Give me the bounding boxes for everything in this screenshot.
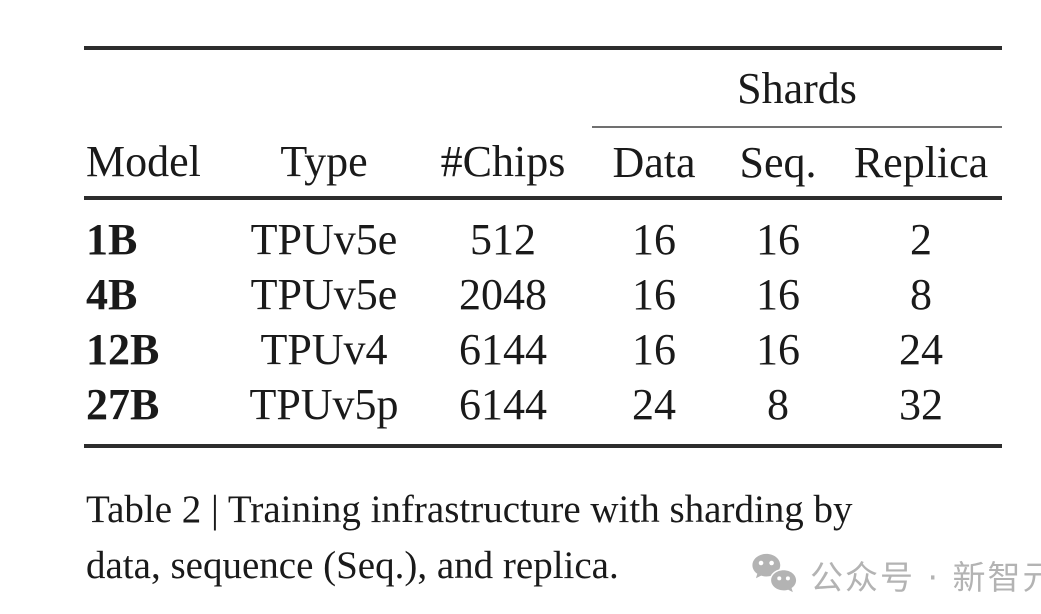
type-cell: TPUv5p [249, 380, 399, 429]
type-cell: TPUv4 [260, 325, 388, 374]
replica-shards-cell: 24 [899, 325, 943, 374]
shards-row-spacer [84, 48, 592, 127]
table-body: 1B TPUv5e 512 16 16 2 4B TPUv5e 2048 16 … [84, 198, 1002, 446]
column-header-data: Data [592, 127, 716, 200]
replica-shards-cell: 2 [910, 215, 932, 264]
chips-cell: 2048 [459, 270, 547, 319]
type-cell: TPUv5e [250, 215, 398, 264]
table-caption: Table 2 | Training infrastructure with s… [86, 482, 1026, 594]
table-row-27b: 27B TPUv5p 6144 24 8 32 [84, 377, 1002, 446]
column-header-replica: Replica [840, 127, 1003, 200]
column-header-model: Model [84, 127, 234, 200]
model-name-cell: 27B [86, 380, 160, 429]
watermark-text: 公众号 · 新智元 [810, 558, 1041, 597]
table-row-1b: 1B TPUv5e 512 16 16 2 [84, 198, 1002, 267]
column-header-chips: #Chips [414, 127, 592, 200]
table-head: Shards Model Type #Chips Data Seq. Repli… [84, 48, 1003, 200]
wechat-icon [750, 551, 798, 599]
caption-line-1: Table 2 | Training infrastructure with s… [86, 488, 853, 531]
model-name-cell: 1B [86, 215, 138, 264]
training-infrastructure-table: Shards Model Type #Chips Data Seq. Repli… [84, 46, 1003, 448]
column-header-seq: Seq. [716, 127, 840, 200]
chips-cell: 6144 [459, 380, 547, 429]
watermark: 公众号 · 新智元 [750, 550, 1041, 600]
seq-shards-cell: 8 [767, 380, 789, 429]
model-name-cell: 4B [86, 270, 138, 319]
shards-group-header: Shards [592, 48, 1003, 128]
seq-shards-cell: 16 [756, 325, 800, 374]
replica-shards-cell: 8 [910, 270, 932, 319]
column-header-type: Type [234, 127, 414, 200]
table-row-12b: 12B TPUv4 6144 16 16 24 [84, 322, 1002, 377]
data-shards-cell: 16 [632, 325, 676, 374]
seq-shards-cell: 16 [756, 270, 800, 319]
chips-cell: 512 [470, 215, 536, 264]
data-shards-cell: 16 [632, 215, 676, 264]
table-row-4b: 4B TPUv5e 2048 16 16 8 [84, 267, 1002, 322]
data-shards-cell: 24 [632, 380, 676, 429]
seq-shards-cell: 16 [756, 215, 800, 264]
type-cell: TPUv5e [250, 270, 398, 319]
replica-shards-cell: 32 [899, 380, 943, 429]
data-shards-cell: 16 [632, 270, 676, 319]
caption-line-2: data, sequence (Seq.), and replica. [86, 544, 619, 587]
chips-cell: 6144 [459, 325, 547, 374]
column-header-row: Model Type #Chips Data Seq. Replica [84, 127, 1003, 200]
shards-group-row: Shards [84, 48, 1003, 128]
model-name-cell: 12B [86, 325, 160, 374]
